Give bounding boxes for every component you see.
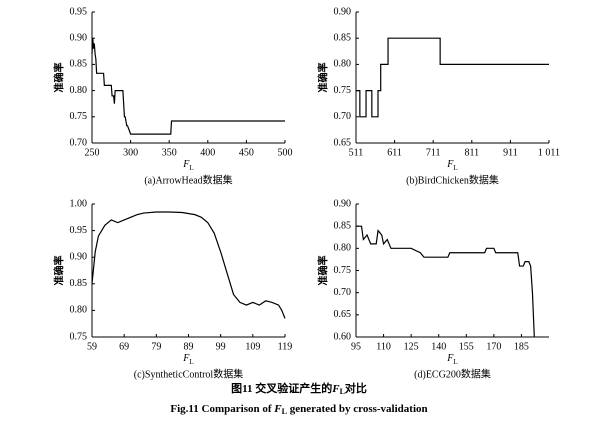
x-tick-label: 911 [503,147,518,158]
x-axis-label-var: F [446,159,454,170]
caption-var: F [331,383,340,395]
data-line [91,38,285,135]
x-tick-label: 125 [404,341,419,352]
y-axis-label: 准确率 [316,63,329,93]
x-tick-label: 95 [351,341,361,352]
x-axis-label-var: F [182,353,190,364]
x-axis-label-sub: L [453,164,457,172]
x-tick-label: 69 [119,341,129,352]
x-axis-label-var: F [182,159,190,170]
data-line [356,37,549,118]
y-tick-label: 0.75 [70,331,88,342]
x-axis-label-var: F [446,353,454,364]
x-tick-label: 400 [200,147,215,158]
y-tick-label: 0.75 [334,265,352,276]
y-tick-label: 0.70 [334,111,352,122]
x-axis-label: FL [446,159,457,171]
y-tick-label: 0.75 [334,85,352,96]
y-axis-label: 准确率 [52,256,65,286]
x-tick-label: 109 [245,341,260,352]
x-tick-label: 350 [162,147,177,158]
y-tick-label: 0.80 [70,85,88,96]
y-tick-label: 0.95 [70,6,88,17]
y-tick-label: 0.90 [70,32,88,43]
y-axis-label: 准确率 [316,256,329,286]
x-tick-label: 511 [349,147,364,158]
data-line [91,211,286,319]
x-tick-label: 250 [85,147,100,158]
x-axis-label-sub: L [189,358,193,366]
figure-caption-en: Fig.11 Comparison of FL generated by cro… [170,403,427,416]
x-axis-label: FL [182,159,193,171]
x-tick-label: 450 [239,147,254,158]
y-axis-label: 准确率 [52,63,65,93]
x-tick-label: 1 011 [538,147,560,158]
caption-part: generated by cross-validation [287,403,428,415]
y-tick-label: 0.85 [70,59,88,70]
caption-sub: L [282,407,287,416]
y-tick-label: 1.00 [70,198,88,209]
caption-sub: L [340,387,345,396]
y-tick-label: 0.90 [334,198,352,209]
x-axis-label: FL [182,353,193,365]
x-tick-label: 119 [278,341,293,352]
chart-caption: (a)ArrowHead数据集 [144,173,232,186]
y-tick-label: 0.70 [334,287,352,298]
x-tick-label: 59 [87,341,97,352]
x-tick-label: 140 [431,341,446,352]
caption-part: Fig.11 Comparison of [170,403,274,415]
y-tick-label: 0.75 [70,111,88,122]
x-tick-label: 79 [151,341,161,352]
caption-part: 图11 交叉验证产生的 [231,381,332,395]
x-tick-label: 110 [376,341,391,352]
y-tick-label: 0.80 [334,59,352,70]
y-tick-label: 0.65 [334,137,352,148]
y-tick-label: 0.85 [334,220,352,231]
y-tick-label: 0.85 [334,32,352,43]
x-tick-label: 300 [123,147,138,158]
y-tick-label: 0.90 [334,6,352,17]
y-tick-label: 0.60 [334,331,352,342]
y-tick-label: 0.80 [70,305,88,316]
x-tick-label: 89 [184,341,194,352]
x-tick-label: 811 [464,147,479,158]
chart-caption: (d)ECG200数据集 [414,367,491,380]
x-axis-label-sub: L [189,164,193,172]
y-tick-label: 0.85 [70,278,88,289]
x-tick-label: 711 [426,147,441,158]
x-tick-label: 500 [278,147,293,158]
x-axis-label-sub: L [453,358,457,366]
y-tick-label: 0.80 [334,243,352,254]
y-tick-label: 0.95 [70,225,88,236]
chart-caption: (b)BirdChicken数据集 [406,173,499,186]
x-tick-label: 611 [387,147,402,158]
x-tick-label: 99 [216,341,226,352]
data-line [356,225,535,338]
figure-caption-cn: 图11 交叉验证产生的FL对比 [231,381,367,396]
x-tick-label: 185 [514,341,529,352]
y-tick-label: 0.65 [334,309,352,320]
y-tick-label: 0.70 [70,137,88,148]
x-tick-label: 155 [459,341,474,352]
x-tick-label: 170 [486,341,501,352]
chart-caption: (c)SyntheticControl数据集 [134,367,243,380]
caption-var: F [273,403,282,415]
caption-part: 对比 [345,381,367,395]
x-axis-label: FL [446,353,457,365]
y-tick-label: 0.90 [70,251,88,262]
